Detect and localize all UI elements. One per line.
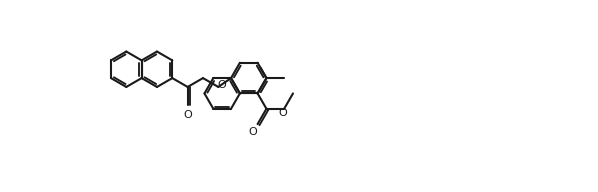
Text: O: O xyxy=(278,108,287,118)
Text: O: O xyxy=(217,80,226,90)
Text: O: O xyxy=(183,110,192,120)
Text: O: O xyxy=(249,127,258,137)
